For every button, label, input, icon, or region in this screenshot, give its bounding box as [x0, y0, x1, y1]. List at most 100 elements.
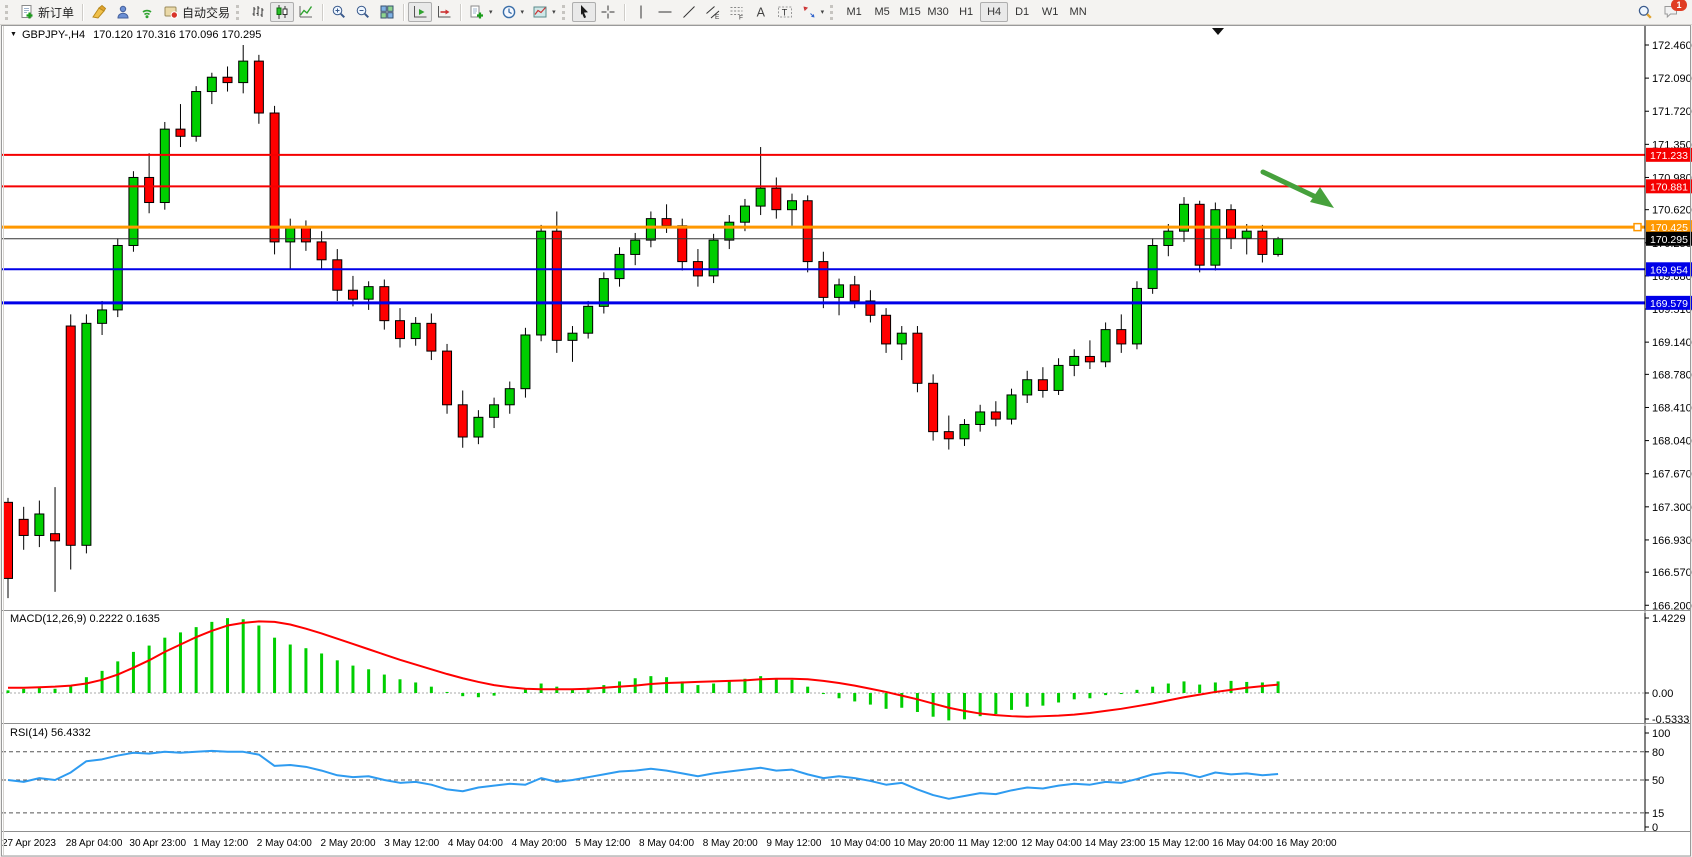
new-order-button[interactable]: 新订单 — [15, 2, 78, 22]
candlestick-chart-icon — [276, 5, 288, 19]
timeframe-h4-button[interactable]: H4 — [980, 2, 1009, 22]
svg-text:2 May 20:00: 2 May 20:00 — [321, 838, 376, 849]
crosshair-icon — [601, 5, 615, 19]
timeframe-d1-button[interactable]: D1 — [1008, 2, 1036, 22]
timeframe-mn-button[interactable]: MN — [1064, 2, 1092, 22]
timeframe-w1-button[interactable]: W1 — [1036, 2, 1064, 22]
chart-shift-button[interactable] — [432, 2, 456, 22]
equidistant-channel-icon: E — [705, 6, 720, 20]
svg-text:171.720: 171.720 — [1652, 106, 1692, 118]
macd-indicator-label: MACD(12,26,9) 0.2222 0.1635 — [10, 613, 160, 625]
candlestick-chart-button[interactable] — [270, 2, 295, 22]
dropdown-caret: ▾ — [489, 9, 493, 16]
arrows-button[interactable]: ▾ — [797, 2, 829, 22]
auto-scroll-button[interactable] — [408, 2, 433, 22]
svg-text:167.300: 167.300 — [1652, 502, 1692, 514]
notification-badge[interactable]: 1 — [1671, 0, 1687, 11]
svg-text:170.881: 170.881 — [1650, 181, 1688, 193]
svg-text:167.670: 167.670 — [1652, 469, 1692, 481]
indicators-button[interactable]: ▾ — [465, 2, 497, 22]
line-chart-button[interactable] — [294, 2, 318, 22]
svg-text:10 May 04:00: 10 May 04:00 — [830, 838, 891, 849]
svg-text:27 Apr 2023: 27 Apr 2023 — [2, 838, 56, 849]
svg-text:0: 0 — [1652, 822, 1658, 834]
panel-separators — [2, 610, 1690, 834]
svg-text:172.090: 172.090 — [1652, 73, 1692, 85]
signals-button[interactable] — [135, 2, 159, 22]
svg-text:80: 80 — [1652, 747, 1664, 759]
timeframe-m15-button[interactable]: M15 — [896, 2, 924, 22]
metaeditor-button[interactable] — [87, 2, 111, 22]
fibonacci-icon: F — [730, 7, 743, 21]
svg-text:15 May 12:00: 15 May 12:00 — [1149, 838, 1210, 849]
svg-text:170.295: 170.295 — [1650, 234, 1688, 246]
toolbar-grip[interactable] — [561, 4, 568, 20]
toolbar-grip[interactable] — [236, 4, 242, 20]
dropdown-caret: ▾ — [820, 9, 825, 16]
tile-windows-icon — [380, 5, 394, 19]
svg-text:0.00: 0.00 — [1652, 688, 1673, 700]
svg-text:T: T — [781, 8, 787, 18]
chat-wrap: 1 — [1659, 0, 1687, 24]
svg-text:4 May 20:00: 4 May 20:00 — [512, 838, 567, 849]
svg-text:169.140: 169.140 — [1652, 337, 1692, 349]
scroll-marker-icon — [1212, 28, 1224, 35]
zoom-out-button[interactable] — [351, 2, 375, 22]
profile-icon — [117, 5, 129, 19]
trendline-button[interactable] — [677, 2, 701, 22]
signal-icon — [142, 9, 152, 19]
template-icon — [533, 6, 547, 18]
toolbar-separator — [82, 3, 84, 21]
timeframe-toolbar: M1 M5 M15 M30 H1 H4 D1 W1 MN — [840, 2, 1092, 22]
hline-handle[interactable] — [1633, 222, 1642, 232]
timeframe-m5-button[interactable]: M5 — [868, 2, 896, 22]
svg-text:168.410: 168.410 — [1652, 402, 1692, 414]
svg-text:10 May 20:00: 10 May 20:00 — [894, 838, 955, 849]
svg-text:8 May 04:00: 8 May 04:00 — [639, 838, 694, 849]
timeframe-h1-button[interactable]: H1 — [952, 2, 980, 22]
toolbar-separator — [460, 3, 462, 21]
svg-text:8 May 20:00: 8 May 20:00 — [703, 838, 758, 849]
toolbar: 新订单 自动交易 — [0, 0, 1692, 25]
text-label-button[interactable]: T — [773, 2, 797, 22]
vertical-line-button[interactable] — [629, 2, 653, 22]
svg-text:30 Apr 23:00: 30 Apr 23:00 — [129, 838, 186, 849]
chart-title[interactable]: ▼ GBPJPY-,H4 170.120 170.316 170.096 170.2… — [10, 29, 261, 41]
horizontal-line-button[interactable] — [653, 2, 677, 22]
svg-text:F: F — [739, 15, 743, 21]
zoom-in-button[interactable] — [327, 2, 351, 22]
tile-windows-button[interactable] — [375, 2, 399, 22]
toolbar-grip[interactable] — [5, 4, 11, 20]
cursor-button[interactable] — [571, 2, 596, 22]
fibonacci-button[interactable]: F — [725, 2, 749, 22]
timeframe-m1-button[interactable]: M1 — [840, 2, 868, 22]
svg-text:E: E — [715, 14, 720, 20]
templates-button[interactable]: ▾ — [528, 2, 560, 22]
periods-button[interactable]: ▾ — [497, 2, 529, 22]
svg-text:2 May 04:00: 2 May 04:00 — [257, 838, 312, 849]
profile-button[interactable] — [111, 2, 135, 22]
svg-text:170.620: 170.620 — [1652, 205, 1692, 217]
auto-trading-button[interactable]: 自动交易 — [159, 2, 234, 22]
bar-chart-button[interactable] — [246, 2, 270, 22]
svg-text:4 May 04:00: 4 May 04:00 — [448, 838, 503, 849]
svg-text:172.460: 172.460 — [1652, 40, 1692, 52]
svg-text:5 May 12:00: 5 May 12:00 — [575, 838, 630, 849]
macd-panel: 1.4229 0.00 -0.5333 — [2, 613, 1689, 726]
toolbar-grip[interactable] — [830, 4, 836, 20]
horizontal-line-icon — [658, 11, 672, 13]
text-button[interactable]: A — [749, 2, 773, 22]
svg-text:166.200: 166.200 — [1652, 600, 1692, 612]
crosshair-button[interactable] — [596, 2, 620, 22]
search-button[interactable] — [1633, 2, 1657, 22]
chart-title-dropdown-icon[interactable]: ▼ — [10, 31, 17, 38]
channel-button[interactable]: E — [701, 2, 725, 22]
text-label-icon: T — [777, 6, 792, 18]
rsi-indicator-label: RSI(14) 56.4332 — [10, 727, 91, 739]
svg-text:3 May 12:00: 3 May 12:00 — [384, 838, 439, 849]
timeframe-m30-button[interactable]: M30 — [924, 2, 952, 22]
toolbar-separator — [403, 3, 405, 21]
toolbar-separator — [623, 3, 625, 21]
svg-text:14 May 23:00: 14 May 23:00 — [1085, 838, 1146, 849]
